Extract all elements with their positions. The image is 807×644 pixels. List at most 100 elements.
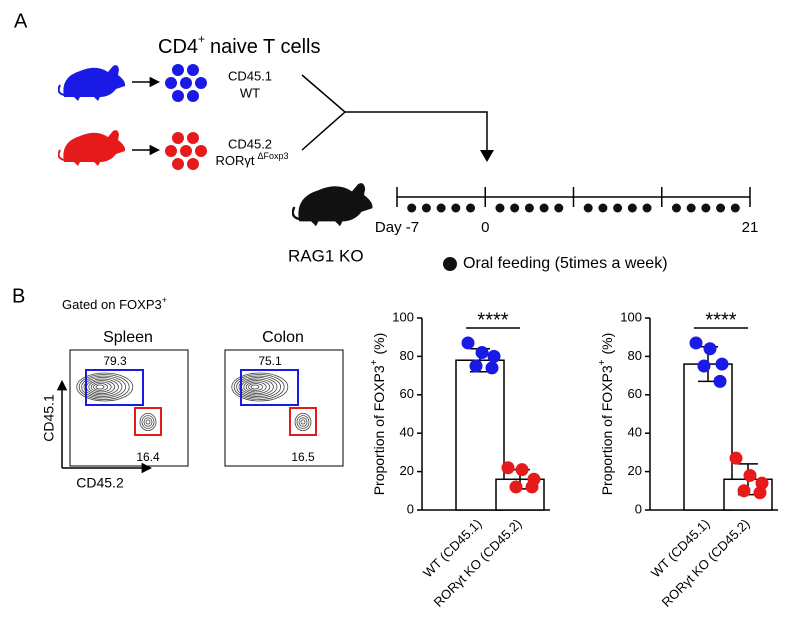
data-point bbox=[697, 359, 711, 373]
connector bbox=[301, 74, 488, 151]
y-tick-label: 0 bbox=[635, 501, 642, 516]
y-tick-label: 40 bbox=[628, 425, 642, 440]
flow-plots: Spleen 79.3 16.4 Colon 75.1 16.5 bbox=[69, 329, 344, 467]
legend-text: Oral feeding (5times a week) bbox=[463, 255, 668, 272]
gate: Gated on FOXP3 bbox=[62, 297, 162, 312]
data-point bbox=[469, 359, 483, 373]
y-tick-label: 40 bbox=[400, 425, 414, 440]
cells-title: CD4+ naive T cells bbox=[158, 32, 320, 58]
y-label-sup: + bbox=[597, 359, 608, 365]
contour bbox=[238, 377, 278, 397]
contour bbox=[143, 417, 153, 427]
feeding-dot bbox=[642, 203, 652, 213]
y-label-sup: + bbox=[369, 359, 380, 365]
y-tick-label: 0 bbox=[407, 501, 414, 516]
data-point bbox=[743, 468, 757, 482]
gate-percent: 16.5 bbox=[291, 450, 315, 464]
y-label-text: Proportion of FOXP3 bbox=[371, 365, 387, 495]
contour bbox=[248, 383, 264, 391]
feeding-dot bbox=[613, 203, 623, 213]
flow-title: Spleen bbox=[103, 329, 153, 346]
gate-lower bbox=[134, 407, 162, 436]
feeding-dot bbox=[701, 203, 711, 213]
y-tick-label: 80 bbox=[628, 348, 642, 363]
timeline: Day -7 0 21 bbox=[375, 187, 758, 236]
wt-label: CD45.1 bbox=[228, 68, 272, 83]
y-tick-label: 80 bbox=[400, 348, 414, 363]
y-tick-label: 20 bbox=[628, 463, 642, 478]
significance: **** bbox=[705, 309, 736, 331]
contour bbox=[93, 383, 108, 391]
data-point bbox=[737, 484, 751, 498]
gate-label: Gated on FOXP3+ bbox=[62, 295, 167, 312]
data-point bbox=[501, 461, 515, 475]
feeding-dot bbox=[495, 203, 505, 213]
feeding-dot bbox=[466, 203, 476, 213]
feeding-dot bbox=[598, 203, 608, 213]
gate-sup: + bbox=[162, 295, 167, 305]
feeding-dot bbox=[583, 203, 593, 213]
legend-marker bbox=[443, 257, 457, 271]
contour bbox=[145, 419, 151, 425]
y-tick-label: 100 bbox=[392, 309, 414, 324]
contour bbox=[245, 381, 267, 393]
feeding-dot bbox=[510, 203, 520, 213]
contour bbox=[78, 374, 130, 400]
title-rest: naive T cells bbox=[210, 36, 320, 58]
y-tick-label: 20 bbox=[400, 463, 414, 478]
feeding-dot bbox=[407, 203, 417, 213]
flow-frame bbox=[69, 349, 189, 467]
contour bbox=[233, 374, 285, 400]
y-tick-label: 60 bbox=[628, 386, 642, 401]
flow-frame bbox=[224, 349, 344, 467]
title-sup: + bbox=[198, 32, 205, 46]
feeding-dot bbox=[539, 203, 549, 213]
wt-cells bbox=[165, 64, 207, 102]
contour bbox=[231, 372, 289, 402]
y-label-text: Proportion of FOXP3 bbox=[599, 365, 615, 495]
contour bbox=[243, 380, 271, 394]
data-point bbox=[729, 451, 743, 465]
y-tick-label: 60 bbox=[400, 386, 414, 401]
recipient-label: RAG1 KO bbox=[288, 246, 364, 265]
contour bbox=[236, 375, 282, 399]
data-point bbox=[515, 463, 529, 477]
feeding-dot bbox=[686, 203, 696, 213]
data-point bbox=[509, 480, 523, 494]
contour bbox=[88, 380, 116, 394]
contour bbox=[139, 412, 157, 431]
y-label-unit: (%) bbox=[371, 333, 387, 355]
data-point bbox=[713, 374, 727, 388]
data-point bbox=[689, 336, 703, 350]
feeding-dot bbox=[627, 203, 637, 213]
timeline-label: 0 bbox=[481, 219, 489, 236]
feeding-dot bbox=[421, 203, 431, 213]
contour bbox=[298, 417, 308, 427]
data-point bbox=[753, 486, 767, 500]
feeding-dot bbox=[716, 203, 726, 213]
gate-percent: 79.3 bbox=[103, 354, 127, 368]
ko-sup: ΔFoxp3 bbox=[257, 151, 288, 161]
contour bbox=[76, 372, 134, 402]
data-point bbox=[525, 480, 539, 494]
wt-label: WT bbox=[240, 85, 260, 100]
y-axis-label: CD45.1 bbox=[41, 394, 57, 442]
feeding-dot bbox=[671, 203, 681, 213]
title: CD4 bbox=[158, 36, 198, 58]
timeline-label: 21 bbox=[742, 219, 759, 236]
gate-percent: 16.4 bbox=[136, 450, 160, 464]
gate-upper bbox=[85, 369, 144, 406]
contour bbox=[300, 419, 306, 425]
wt-mouse bbox=[58, 64, 127, 102]
contour bbox=[141, 415, 155, 429]
contour bbox=[81, 375, 126, 399]
feeding-dot bbox=[524, 203, 534, 213]
gate-percent: 75.1 bbox=[258, 354, 282, 368]
panel-label: B bbox=[12, 285, 25, 307]
gate-lower bbox=[289, 407, 317, 436]
gate-upper bbox=[240, 369, 299, 406]
ko-mouse bbox=[58, 129, 127, 167]
arrowhead bbox=[480, 150, 494, 162]
panel-label: A bbox=[14, 10, 28, 32]
